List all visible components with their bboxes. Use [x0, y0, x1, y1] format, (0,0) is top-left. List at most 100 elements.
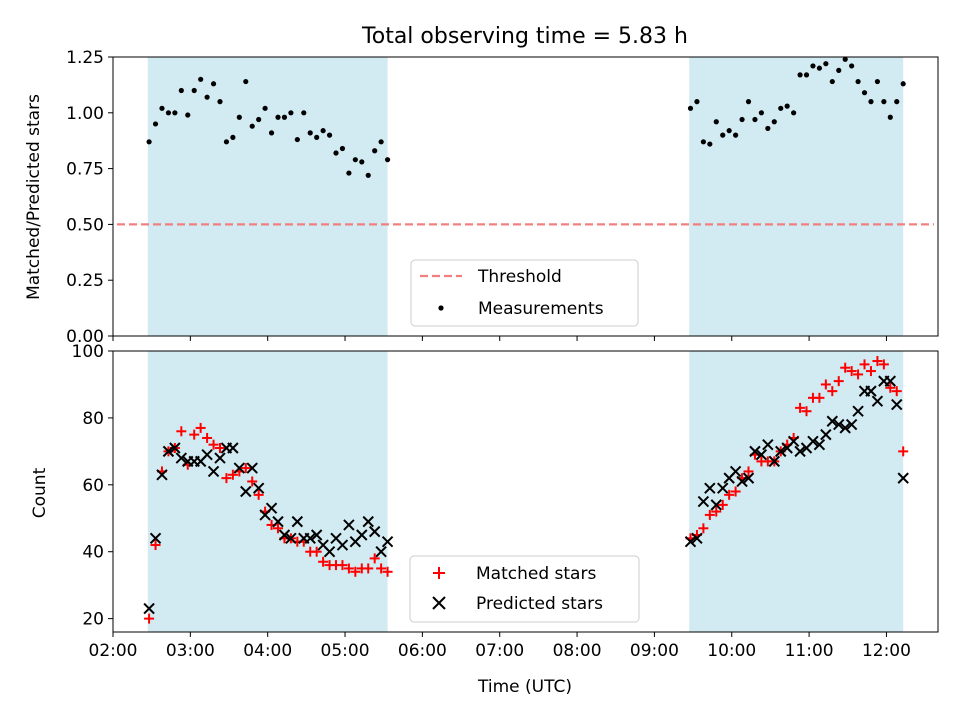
measurement-point	[868, 99, 874, 105]
measurement-point	[372, 148, 378, 154]
predicted-star-point	[149, 532, 162, 545]
matched-star-point	[724, 489, 735, 500]
predicted-star-point	[381, 535, 394, 548]
predicted-star-point	[278, 529, 291, 541]
measurement-point	[268, 130, 275, 136]
measurement-point	[771, 119, 777, 125]
measurement-point	[178, 87, 184, 94]
matched-star-point	[208, 439, 219, 450]
matched-star-point	[343, 563, 354, 574]
bottom-x-tick-label: 05:00	[321, 641, 370, 661]
predicted-star-point	[755, 448, 768, 461]
measurement-point	[326, 132, 333, 138]
matched-star-point	[176, 426, 187, 437]
matched-star-point	[240, 463, 251, 474]
measurement-point	[333, 150, 339, 156]
predicted-star-point	[807, 435, 819, 448]
matched-star-point	[865, 366, 876, 377]
predicted-star-point	[227, 442, 239, 454]
top-y-axis-ticks: 0.00 0.25 0.50 0.75 1.00 1.25	[66, 48, 113, 347]
predicted-star-point	[717, 482, 729, 494]
top-plot-frame	[112, 56, 939, 337]
bottom-y-tick-label: 60	[82, 476, 104, 496]
bottom-x-tick-label: 02:00	[89, 641, 138, 661]
measurement-point	[842, 56, 848, 62]
matched-star-point	[369, 553, 380, 564]
measurement-point	[874, 78, 881, 85]
bottom-y-tick-label: 20	[82, 610, 104, 630]
legend-measurements-swatch	[438, 305, 444, 311]
measurement-point	[778, 105, 784, 111]
legend-matched-label: Matched stars	[476, 564, 596, 584]
measurement-point	[733, 132, 739, 138]
measurement-point	[223, 139, 230, 145]
measurement-point	[152, 121, 159, 127]
measurement-point	[713, 119, 719, 125]
matched-star-point	[840, 362, 851, 373]
measurement-point	[797, 72, 803, 78]
predicted-star-point	[356, 529, 368, 541]
measurement-point	[275, 114, 281, 120]
predicted-star-point	[742, 472, 755, 484]
matched-star-point	[144, 613, 155, 624]
matched-star-point	[704, 509, 715, 520]
bottom-shaded-region-1	[147, 351, 388, 632]
predicted-star-point	[852, 405, 864, 417]
measurement-point	[365, 172, 371, 178]
measurement-point	[307, 130, 313, 136]
measurement-point	[301, 110, 307, 116]
measurement-point	[803, 72, 810, 78]
matched-star-point	[253, 489, 264, 500]
measurement-point	[359, 159, 365, 165]
matched-star-point	[872, 356, 883, 367]
matched-star-point	[202, 432, 213, 443]
predicted-star-point	[891, 398, 903, 411]
predicted-star-point	[794, 445, 806, 458]
measurement-point	[887, 114, 893, 120]
predicted-stars-series	[143, 375, 909, 615]
bottom-y-axis-ticks: 20 40 60 80 100	[72, 342, 113, 630]
predicted-star-point	[162, 445, 175, 458]
predicted-star-point	[710, 499, 722, 511]
predicted-star-point	[762, 438, 774, 451]
measurement-point	[288, 110, 294, 116]
bottom-shaded-regions	[147, 351, 904, 632]
measurement-point	[765, 125, 771, 132]
bottom-x-tick-label: 04:00	[243, 641, 292, 661]
predicted-star-point	[285, 532, 297, 545]
measurement-point	[262, 105, 268, 111]
bottom-x-tick-label: 11:00	[785, 641, 834, 661]
predicted-star-point	[246, 462, 258, 474]
bottom-x-tick-label: 09:00	[630, 641, 679, 661]
predicted-star-point	[775, 445, 787, 458]
measurement-point	[758, 110, 764, 116]
measurement-point	[346, 170, 352, 176]
matched-star-point	[846, 366, 857, 377]
measurement-point	[191, 87, 197, 94]
matched-star-point	[227, 469, 238, 480]
measurement-point	[384, 157, 391, 163]
matched-star-point	[214, 443, 225, 454]
measurement-point	[894, 99, 900, 105]
matched-star-point	[337, 560, 348, 571]
predicted-star-point	[736, 475, 748, 488]
predicted-star-point	[143, 602, 155, 615]
legend-measurements-label: Measurements	[478, 299, 604, 319]
bottom-x-tick-label: 12:00	[862, 641, 911, 661]
matched-star-point	[150, 540, 161, 551]
measurement-point	[720, 132, 726, 138]
measurement-point	[791, 110, 797, 116]
measurement-point	[185, 112, 191, 118]
bottom-y-tick-label: 40	[82, 543, 104, 563]
bottom-legend-box	[409, 555, 640, 623]
measurement-point	[256, 116, 262, 123]
top-shaded-region-1	[147, 57, 388, 336]
matched-star-point	[318, 556, 329, 567]
measurement-point	[230, 134, 236, 140]
predicted-star-point	[207, 465, 220, 478]
matched-star-point	[891, 386, 902, 397]
predicted-star-point	[768, 455, 780, 468]
predicted-star-point	[240, 485, 252, 498]
measurement-point	[823, 61, 829, 67]
matched-star-point	[195, 422, 206, 433]
